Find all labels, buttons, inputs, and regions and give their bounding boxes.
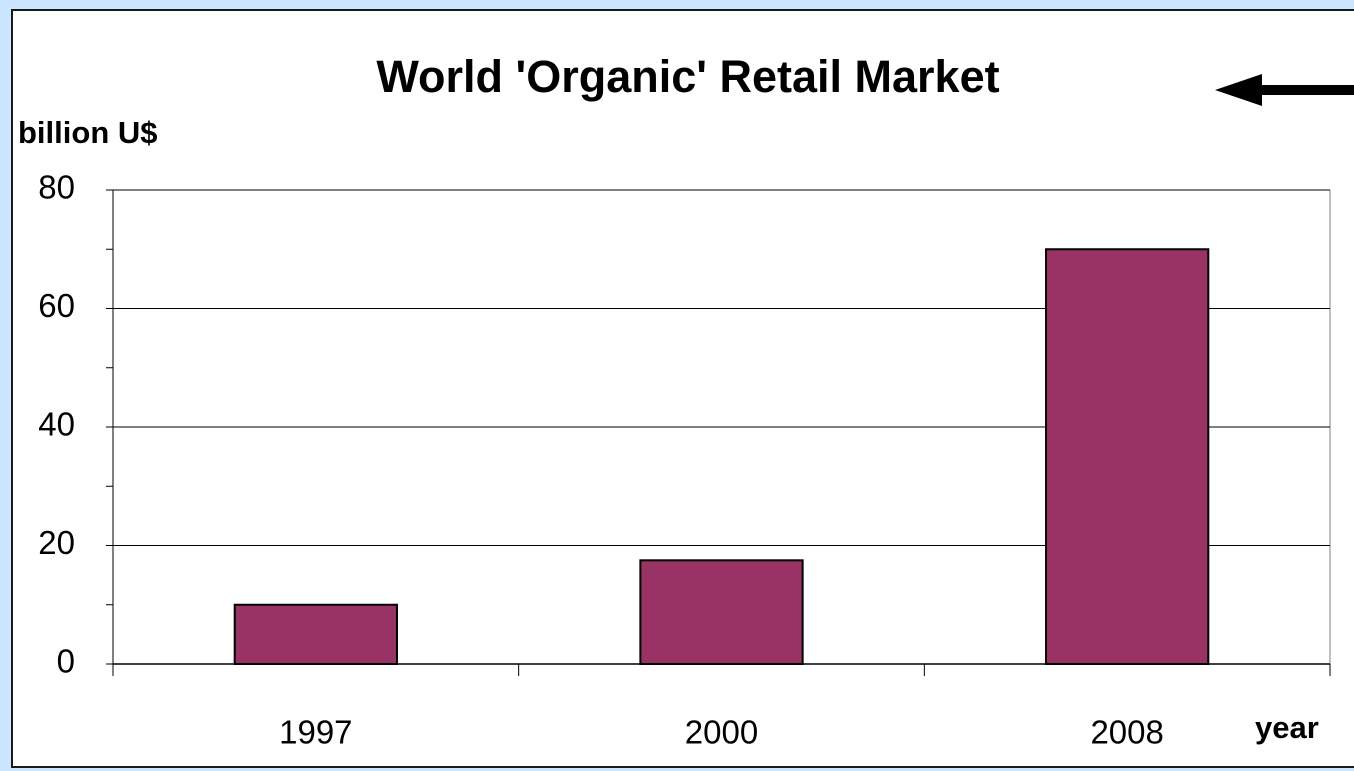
y-tick-label: 20	[38, 524, 75, 561]
y-axis-label: billion U$	[18, 115, 158, 150]
y-tick-label: 60	[38, 287, 75, 324]
x-axis-label: year	[1255, 710, 1319, 745]
x-tick-label: 1997	[279, 714, 352, 751]
y-tick-label: 40	[38, 406, 75, 443]
bar	[639, 559, 804, 665]
x-tick-label: 2008	[1090, 714, 1163, 751]
bar	[1045, 248, 1210, 665]
chart-title: World 'Organic' Retail Market	[376, 51, 999, 102]
y-tick-label: 80	[38, 169, 75, 206]
x-tick-label: 2000	[685, 714, 758, 751]
bar	[233, 603, 398, 665]
y-tick-label: 0	[57, 643, 75, 680]
arrow	[1215, 74, 1354, 106]
